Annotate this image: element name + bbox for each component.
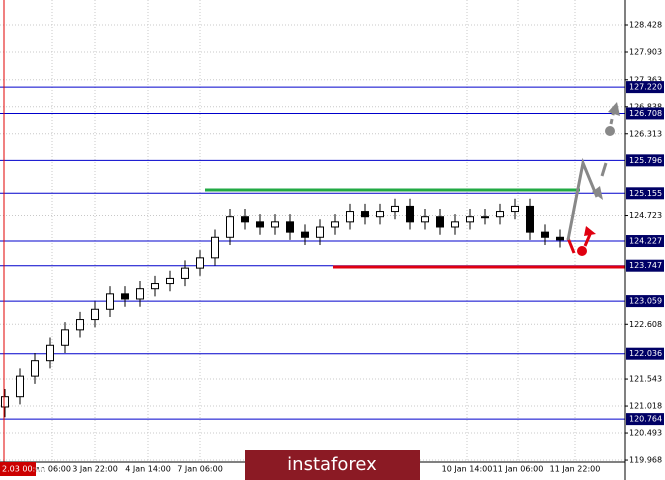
candle-body bbox=[286, 221, 294, 233]
candle-body bbox=[256, 221, 264, 228]
level-label: 123.747 bbox=[629, 261, 662, 270]
candle-body bbox=[361, 211, 369, 218]
candle-body bbox=[511, 205, 519, 213]
level-box bbox=[626, 295, 664, 308]
candles bbox=[1, 198, 564, 418]
candle-body bbox=[406, 205, 414, 223]
candle-body bbox=[61, 329, 69, 346]
y-tick-label: 119.968 bbox=[629, 456, 662, 465]
y-tick-label: 127.363 bbox=[629, 75, 662, 84]
y-tick-label: 120.493 bbox=[629, 429, 662, 438]
candle-body bbox=[496, 211, 504, 218]
red-path bbox=[566, 237, 576, 254]
level-box bbox=[626, 187, 664, 200]
watermark: instaforex bbox=[287, 454, 377, 475]
candle-body bbox=[391, 205, 399, 213]
x-tick-label: 11 Jan 06:00 bbox=[493, 465, 544, 474]
x-tick-label: 10 Jan 14:00 bbox=[442, 465, 493, 474]
levels bbox=[0, 86, 625, 420]
level-label: 125.796 bbox=[629, 156, 662, 165]
level-label: 120.764 bbox=[629, 415, 662, 424]
level-label: 122.036 bbox=[629, 349, 662, 358]
candle-body bbox=[136, 288, 144, 300]
y-tick-label: 121.018 bbox=[629, 402, 662, 411]
x-tick-label: 11 Jan 22:00 bbox=[550, 465, 601, 474]
candle-body bbox=[31, 360, 39, 377]
candle-body bbox=[1, 396, 9, 408]
x-tick-label: 4 Jan 14:00 bbox=[125, 465, 171, 474]
y-tick-label: 126.838 bbox=[629, 102, 662, 111]
level-label: 125.155 bbox=[629, 189, 662, 198]
level-label: 123.059 bbox=[629, 297, 662, 306]
level-box bbox=[626, 235, 664, 248]
candle-body bbox=[451, 221, 459, 228]
y-tick-label: 121.543 bbox=[629, 375, 662, 384]
candle-body bbox=[421, 216, 429, 223]
gray-arrow-head bbox=[608, 102, 620, 116]
level-label: 126.708 bbox=[629, 109, 662, 118]
level-label: 127.220 bbox=[629, 83, 662, 92]
red-arrow-head bbox=[584, 226, 596, 236]
candle-body bbox=[346, 211, 354, 223]
level-box bbox=[626, 347, 664, 360]
time-marker-label: 2.03 00:00 bbox=[2, 465, 45, 474]
watermark-box bbox=[245, 450, 420, 480]
candle-body bbox=[301, 231, 309, 238]
candle-body bbox=[76, 319, 84, 331]
axis-labels: 128.428 127.903 127.363 126.838 126.313 124.7… bbox=[32, 20, 664, 474]
gray-path bbox=[566, 157, 599, 241]
candle-body bbox=[436, 216, 444, 228]
candle-body bbox=[166, 277, 174, 285]
candle-body bbox=[466, 216, 474, 223]
y-tick-label: 124.723 bbox=[629, 211, 662, 220]
candle-body bbox=[181, 267, 189, 279]
candle-body bbox=[151, 283, 159, 290]
gray-dash bbox=[600, 162, 608, 177]
x-tick-label: Jan 06:00 bbox=[32, 465, 71, 474]
y-tick-label: 122.608 bbox=[629, 320, 662, 329]
candle-body bbox=[106, 293, 114, 310]
candle-body bbox=[121, 293, 129, 300]
candle-body bbox=[376, 211, 384, 218]
red-dot bbox=[577, 246, 587, 256]
y-tick-label: 128.428 bbox=[629, 20, 662, 29]
gray-arrow-head bbox=[592, 186, 603, 200]
candle-body bbox=[331, 221, 339, 228]
candle-body bbox=[211, 236, 219, 259]
candle-body bbox=[46, 344, 54, 362]
candle-body bbox=[16, 375, 24, 398]
y-tick-label: 127.903 bbox=[629, 47, 662, 56]
y-tick-label: 126.313 bbox=[629, 129, 662, 138]
candle-body bbox=[226, 216, 234, 238]
candle-body bbox=[196, 257, 204, 269]
level-box bbox=[626, 259, 664, 272]
candle-body bbox=[91, 308, 99, 321]
candle-body bbox=[241, 216, 249, 223]
level-box bbox=[626, 107, 664, 120]
level-box bbox=[626, 154, 664, 167]
time-marker-box bbox=[0, 462, 36, 476]
candle-body bbox=[541, 231, 549, 238]
level-label: 124.227 bbox=[629, 237, 662, 246]
level-box bbox=[626, 81, 664, 94]
candle-body bbox=[481, 216, 489, 219]
x-tick-label: 7 Jan 06:00 bbox=[177, 465, 223, 474]
candle-body bbox=[316, 226, 324, 238]
candle-body bbox=[526, 205, 534, 233]
gray-dot bbox=[605, 126, 615, 136]
candle-body bbox=[271, 221, 279, 228]
x-tick-label: 3 Jan 22:00 bbox=[72, 465, 118, 474]
level-box bbox=[626, 413, 664, 426]
grid bbox=[0, 0, 625, 462]
candle-body bbox=[556, 236, 564, 241]
